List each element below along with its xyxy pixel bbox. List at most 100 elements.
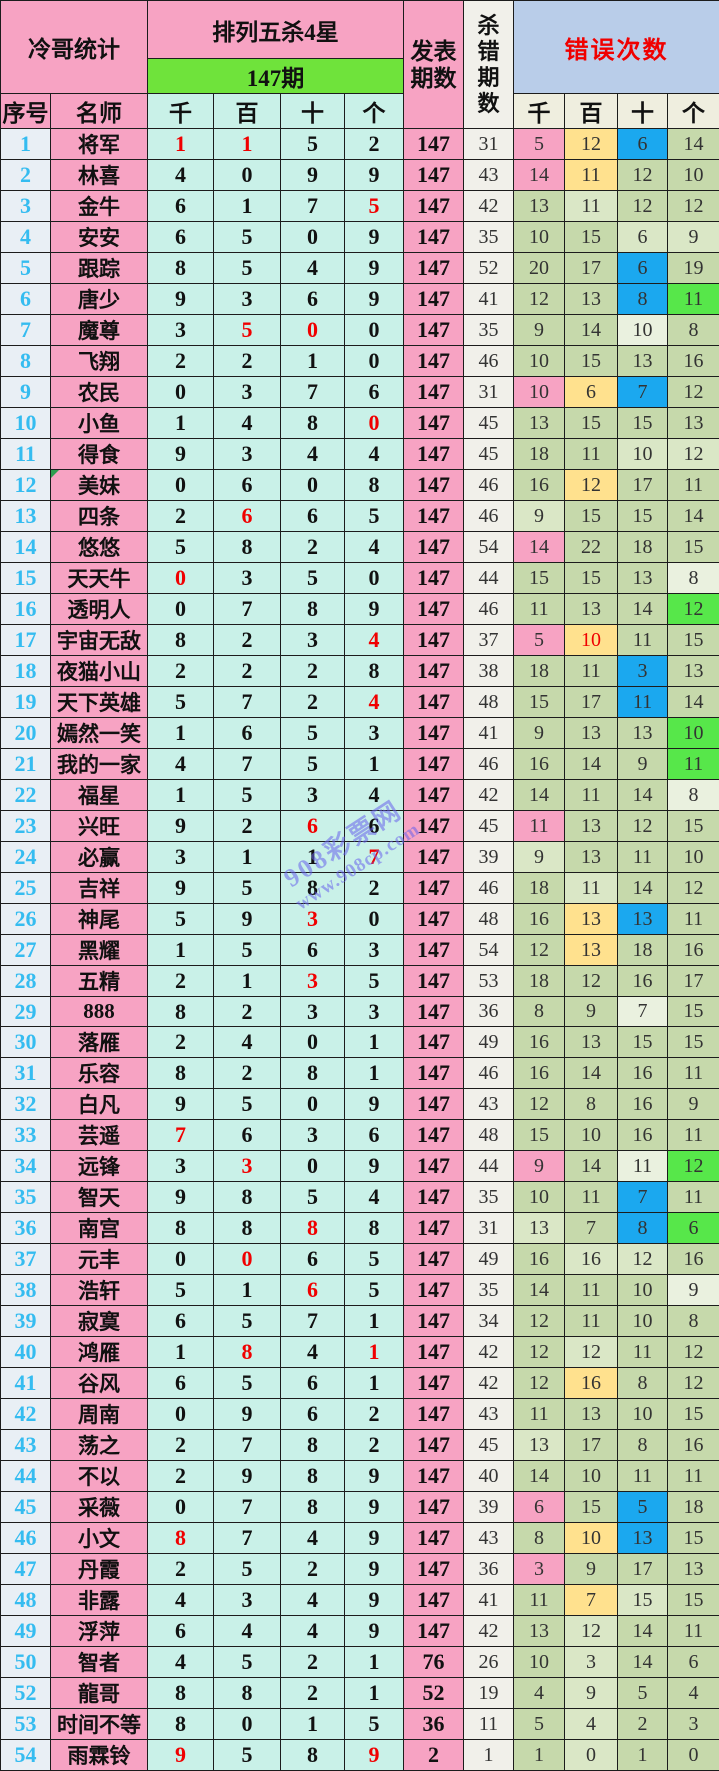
wrong-count-cell: 45 [464,408,514,439]
error-count-cell: 12 [514,1089,565,1120]
error-col-units: 个 [668,94,719,129]
kill-digit-cell: 5 [214,935,281,966]
wrong-count-cell: 38 [464,656,514,687]
error-count-cell: 16 [618,1089,668,1120]
error-count-cell: 11 [618,687,668,718]
kill-digit-cell: 5 [214,222,281,253]
kill-digit-cell: 0 [148,1492,214,1523]
error-count-cell: 20 [514,253,565,284]
error-count-cell: 9 [668,1275,719,1306]
kill-digit-cell: 5 [148,1275,214,1306]
error-count-cell: 8 [514,1523,565,1554]
wrong-count-cell: 40 [464,1461,514,1492]
kill-col-tens: 十 [281,94,345,129]
wrong-count-cell: 41 [464,718,514,749]
serial-cell: 33 [1,1120,51,1151]
published-count-cell: 147 [404,377,464,408]
master-name-cell: 远锋 [51,1151,148,1182]
error-count-cell: 10 [565,1523,618,1554]
error-count-cell: 10 [565,625,618,656]
master-name-cell: 寂寞 [51,1306,148,1337]
error-count-cell: 16 [668,935,719,966]
kill-digit-cell: 0 [345,408,404,439]
kill-digit-cell: 5 [148,904,214,935]
wrong-count-cell: 36 [464,1554,514,1585]
error-count-cell: 14 [618,594,668,625]
kill-digit-cell: 0 [148,1244,214,1275]
master-name-cell: 四条 [51,501,148,532]
wrong-count-cell: 42 [464,1616,514,1647]
kill-digit-cell: 9 [214,1461,281,1492]
serial-cell: 8 [1,346,51,377]
error-count-cell: 11 [565,1182,618,1213]
wrong-count-cell: 44 [464,1151,514,1182]
error-count-cell: 22 [565,532,618,563]
serial-cell: 35 [1,1182,51,1213]
wrong-count-cell: 31 [464,1213,514,1244]
published-count-cell: 147 [404,501,464,532]
kill-digit-cell: 3 [148,1151,214,1182]
wrong-count-cell: 45 [464,1430,514,1461]
kill-digit-cell: 9 [345,1616,404,1647]
master-name-cell: 将军 [51,129,148,160]
error-count-cell: 15 [668,1027,719,1058]
kill-digit-cell: 6 [148,1616,214,1647]
error-count-cell: 14 [514,160,565,191]
kill-digit-cell: 6 [345,811,404,842]
kill-digit-cell: 3 [148,842,214,873]
published-count-cell: 147 [404,780,464,811]
kill-digit-cell: 8 [281,594,345,625]
serial-cell: 45 [1,1492,51,1523]
kill-digit-cell: 4 [345,439,404,470]
error-count-cell: 14 [565,315,618,346]
error-count-cell: 12 [514,1368,565,1399]
kill-digit-cell: 8 [148,1709,214,1740]
error-count-cell: 16 [565,1368,618,1399]
wrong-count-cell: 19 [464,1678,514,1709]
kill-digit-cell: 9 [345,1740,404,1771]
kill-digit-cell: 4 [281,1523,345,1554]
kill-digit-cell: 9 [148,284,214,315]
error-count-cell: 6 [668,1213,719,1244]
error-count-cell: 18 [514,873,565,904]
error-count-cell: 8 [668,315,719,346]
kill-digit-cell: 3 [281,966,345,997]
published-count-cell: 147 [404,1337,464,1368]
master-name-cell: 浮萍 [51,1616,148,1647]
serial-cell: 40 [1,1337,51,1368]
kill-digit-cell: 0 [214,160,281,191]
error-count-cell: 6 [618,222,668,253]
master-name-cell: 神尾 [51,904,148,935]
serial-cell: 44 [1,1461,51,1492]
master-name-cell: 我的一家 [51,749,148,780]
error-count-cell: 9 [514,842,565,873]
error-count-cell: 12 [565,470,618,501]
master-name-cell: 黑耀 [51,935,148,966]
error-count-cell: 4 [668,1678,719,1709]
kill-digit-cell: 9 [345,1151,404,1182]
kill-digit-cell: 1 [148,780,214,811]
serial-cell: 3 [1,191,51,222]
error-count-cell: 8 [618,1430,668,1461]
kill-digit-cell: 8 [281,873,345,904]
stats-title: 冷哥统计 [1,1,148,94]
kill-digit-cell: 9 [345,1461,404,1492]
master-name-cell: 跟踪 [51,253,148,284]
error-count-cell: 12 [618,160,668,191]
error-count-cell: 8 [668,1306,719,1337]
wrong-count-cell: 35 [464,1182,514,1213]
wrong-count-cell: 42 [464,780,514,811]
kill-col-units: 个 [345,94,404,129]
error-count-cell: 1 [618,1740,668,1771]
error-count-cell: 12 [668,191,719,222]
serial-cell: 26 [1,904,51,935]
serial-cell: 5 [1,253,51,284]
wrong-count-cell: 44 [464,563,514,594]
error-count-cell: 8 [618,1213,668,1244]
kill-digit-cell: 9 [345,1089,404,1120]
error-count-cell: 13 [565,594,618,625]
error-count-cell: 18 [514,439,565,470]
kill-digit-cell: 4 [345,687,404,718]
published-count-cell: 2 [404,1740,464,1771]
